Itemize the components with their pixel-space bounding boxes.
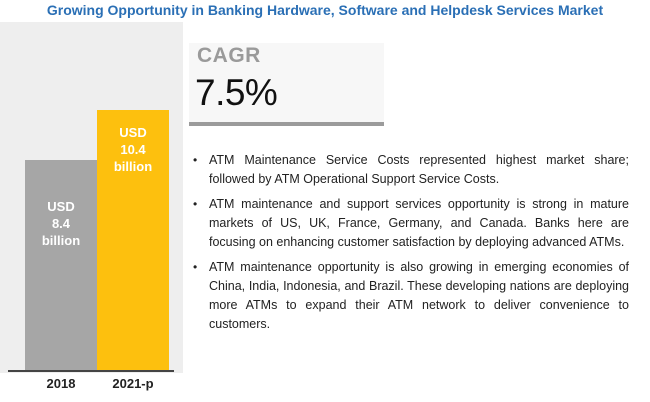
cagr-value: 7.5% xyxy=(195,72,278,113)
bullet-icon: • xyxy=(193,260,198,274)
bar-value-label-line: USD xyxy=(47,199,75,214)
bullet-item: • ATM maintenance opportunity is also gr… xyxy=(189,258,629,334)
bullet-text: ATM maintenance and support services opp… xyxy=(209,197,629,249)
bullet-item: • ATM maintenance and support services o… xyxy=(189,195,629,252)
bullet-text: ATM maintenance opportunity is also grow… xyxy=(209,260,629,331)
bar-2018 xyxy=(25,160,97,370)
x-axis-line xyxy=(8,370,174,372)
bar-value-label-line: 8.4 xyxy=(51,216,71,231)
bar-value-label: USD 8.4 billion xyxy=(25,198,97,249)
bullet-item: • ATM Maintenance Service Costs represen… xyxy=(189,151,629,189)
x-tick-label: 2021-p xyxy=(112,376,154,391)
bullet-icon: • xyxy=(193,197,198,211)
bar-value-label-line: billion xyxy=(113,159,153,174)
bullet-text: ATM Maintenance Service Costs represente… xyxy=(209,153,629,186)
bar-value-label-line: billion xyxy=(41,233,81,248)
bar-2021-p xyxy=(97,110,169,370)
bar-value-label: USD 10.4 billion xyxy=(97,124,169,175)
chart-title: Growing Opportunity in Banking Hardware,… xyxy=(46,2,604,18)
cagr-label: CAGR xyxy=(197,44,261,67)
x-tick-label: 2018 xyxy=(46,376,76,391)
bar-value-label-line: 10.4 xyxy=(120,142,146,157)
bar-value-label-line: USD xyxy=(119,125,147,140)
cagr-underline xyxy=(189,122,384,126)
bullet-icon: • xyxy=(193,153,198,167)
bullet-list: • ATM Maintenance Service Costs represen… xyxy=(189,151,629,340)
cagr-box xyxy=(189,43,384,125)
